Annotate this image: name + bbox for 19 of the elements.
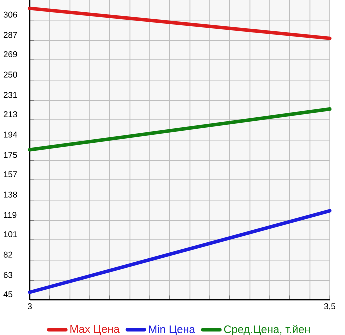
x-tick-label: 3,5 — [324, 304, 336, 311]
y-tick-label: 250 — [4, 72, 18, 78]
y-tick-label: 45 — [4, 292, 13, 298]
y-tick-label: 175 — [4, 152, 18, 158]
y-tick-label: 101 — [4, 231, 18, 238]
y-tick-label: 138 — [4, 192, 18, 198]
y-tick-label: 194 — [4, 132, 18, 138]
y-tick-label: 63 — [4, 272, 13, 278]
y-tick-label: 306 — [4, 12, 18, 18]
y-tick-label: 269 — [4, 51, 18, 58]
y-tick-label: 157 — [4, 172, 18, 178]
legend-label: Max Цена — [70, 325, 120, 335]
x-tick-label: 3 — [28, 304, 32, 310]
legend-label: Min Цена — [149, 325, 196, 335]
y-tick-label: 213 — [4, 111, 18, 118]
y-tick-label: 231 — [4, 92, 18, 98]
y-tick-label: 82 — [4, 252, 13, 258]
y-tick-label: 287 — [4, 32, 18, 38]
y-tick-label: 119 — [4, 212, 17, 218]
